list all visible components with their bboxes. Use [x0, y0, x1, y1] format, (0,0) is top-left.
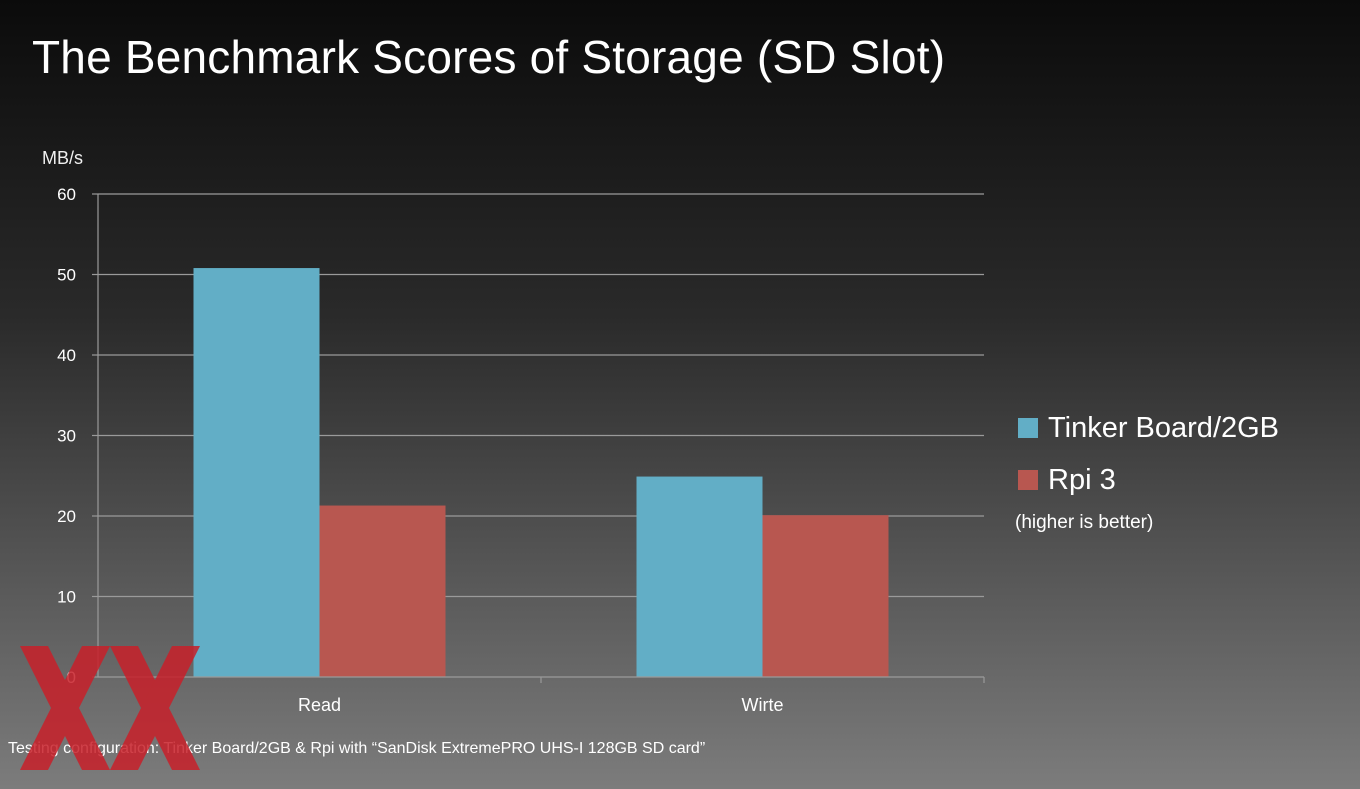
bar-1-0	[636, 476, 763, 677]
bar-0-1	[319, 505, 446, 677]
page-title: The Benchmark Scores of Storage (SD Slot…	[32, 31, 946, 83]
legend-item-tinker: Tinker Board/2GB	[1018, 402, 1279, 454]
y-tick-label: 10	[57, 588, 76, 607]
legend-swatch-rpi	[1018, 470, 1038, 490]
y-tick-label: 20	[57, 507, 76, 526]
legend-item-rpi: Rpi 3	[1018, 454, 1279, 506]
y-axis-ticks: 0102030405060	[57, 185, 98, 687]
legend-note: (higher is better)	[1015, 512, 1154, 533]
y-tick-label: 60	[57, 185, 76, 204]
y-tick-label: 40	[57, 346, 76, 365]
watermark-logo	[20, 646, 200, 770]
chart-legend: Tinker Board/2GB Rpi 3	[1018, 402, 1279, 506]
legend-label-tinker: Tinker Board/2GB	[1048, 411, 1280, 444]
legend-label-rpi: Rpi 3	[1048, 463, 1116, 496]
bars	[193, 268, 889, 677]
x-category-label: Read	[298, 695, 341, 715]
y-axis-unit-label: MB/s	[42, 148, 84, 168]
bar-0-0	[193, 268, 320, 677]
x-category-label: Wirte	[742, 695, 784, 715]
y-tick-label: 30	[57, 427, 76, 446]
legend-swatch-tinker	[1018, 418, 1038, 438]
x-axis-labels: Read Wirte	[298, 677, 985, 715]
bar-1-1	[762, 515, 889, 677]
y-tick-label: 50	[57, 266, 76, 285]
